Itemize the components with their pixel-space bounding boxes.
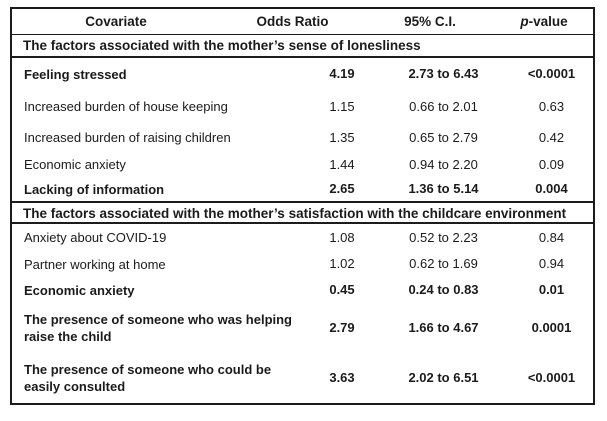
covariate-cell: The presence of someone who was helping … [24,312,292,344]
pvalue-cell: 0.0001 [531,320,572,335]
ci-cell: 0.94 to 2.20 [409,156,478,172]
header-ci: 95% C.I. [404,13,456,29]
table-row: Increased burden of house keeping 1.15 0… [12,90,593,123]
table-row: Partner working at home 1.02 0.62 to 1.6… [12,251,593,277]
pvalue-cell: 0.09 [538,156,565,172]
odds-ratio-table: Covariate Odds Ratio 95% C.I. p-value Th… [10,7,595,405]
section-header-loneliness: The factors associated with the mother’s… [12,35,593,58]
table-row: Lacking of information 2.65 1.36 to 5.14… [12,177,593,201]
header-pvalue-rest: -value [528,13,568,29]
table-row: Increased burden of raising children 1.3… [12,123,593,152]
covariate-cell: Partner working at home [24,256,166,272]
odds-ratio-cell: 0.45 [329,282,355,297]
table-row: Economic anxiety 1.44 0.94 to 2.20 0.09 [12,152,593,177]
table-row: Feeling stressed 4.19 2.73 to 6.43 <0.00… [12,58,593,90]
pvalue-cell: 0.01 [538,282,565,297]
pvalue-cell: 0.42 [538,129,565,145]
ci-cell: 0.65 to 2.79 [409,129,478,145]
header-odds-ratio: Odds Ratio [256,13,329,29]
covariate-cell: Increased burden of raising children [24,130,231,145]
odds-ratio-cell: 1.44 [329,156,355,172]
pvalue-cell: <0.0001 [527,370,576,385]
covariate-cell: Economic anxiety [24,157,126,172]
ci-cell: 0.62 to 1.69 [409,256,478,271]
section-header-childcare-satisfaction: The factors associated with the mother’s… [12,201,593,224]
ci-cell: 1.66 to 4.67 [408,320,479,335]
ci-cell: 0.52 to 2.23 [409,229,478,245]
ci-cell: 2.02 to 6.51 [408,370,479,385]
header-pvalue: p-value [495,14,593,30]
odds-ratio-cell: 1.15 [329,98,355,114]
pvalue-cell: <0.0001 [527,66,576,81]
covariate-cell: The presence of someone who could be eas… [24,362,272,394]
table-row: The presence of someone who could be eas… [12,353,593,403]
odds-ratio-cell: 1.35 [329,129,355,145]
table-row: The presence of someone who was helping … [12,303,593,353]
covariate-cell: Increased burden of house keeping [24,99,228,114]
covariate-cell: Economic anxiety [24,282,135,298]
ci-cell: 0.66 to 2.01 [409,98,478,114]
header-pvalue-p: p [520,13,529,29]
covariate-cell: Anxiety about COVID-19 [24,230,167,245]
table-row: Economic anxiety 0.45 0.24 to 0.83 0.01 [12,277,593,303]
pvalue-cell: 0.94 [538,256,565,271]
odds-ratio-cell: 4.19 [329,66,355,81]
odds-ratio-cell: 1.08 [329,229,355,245]
pvalue-cell: 0.63 [538,98,565,114]
odds-ratio-cell: 1.02 [329,256,355,271]
covariate-cell: Lacking of information [24,181,165,197]
table-header-row: Covariate Odds Ratio 95% C.I. p-value [12,9,593,35]
odds-ratio-cell: 2.65 [329,181,355,196]
covariate-cell: Feeling stressed [24,66,127,82]
odds-ratio-cell: 3.63 [329,370,355,385]
odds-ratio-cell: 2.79 [329,320,355,335]
table-row: Anxiety about COVID-19 1.08 0.52 to 2.23… [12,224,593,251]
ci-cell: 1.36 to 5.14 [408,181,479,196]
pvalue-cell: 0.004 [535,181,568,196]
pvalue-cell: 0.84 [538,229,565,245]
ci-cell: 2.73 to 6.43 [408,66,479,81]
header-covariate: Covariate [85,14,147,29]
ci-cell: 0.24 to 0.83 [408,282,479,297]
